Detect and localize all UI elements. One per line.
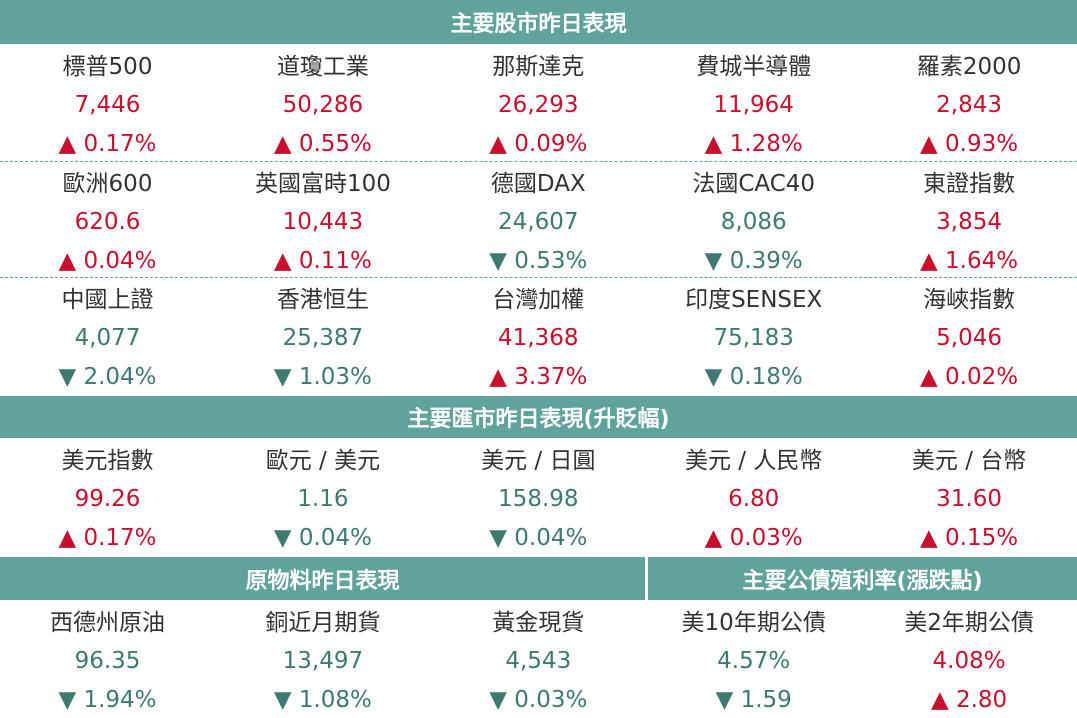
item-name: 德國DAX [490, 171, 586, 197]
row-separator [0, 277, 1077, 278]
item-value: 2,843 [936, 92, 1003, 118]
item-value: 11,964 [713, 92, 794, 118]
item-change: ▲ 0.15% [920, 525, 1019, 551]
item-value: 50,286 [282, 92, 364, 118]
item-name: 美10年期公債 [681, 610, 826, 636]
item-change: ▼ 2.04% [58, 364, 157, 390]
item-change: ▼ 1.59 [715, 687, 792, 713]
item-value: 75,183 [713, 325, 794, 351]
item-value: 4,077 [74, 325, 141, 351]
item-value: 4.08% [932, 648, 1006, 674]
item-value: 4.57% [717, 648, 791, 674]
item-value: 158.98 [498, 486, 579, 512]
item-value: 4,543 [505, 648, 572, 674]
item-change: ▼ 0.39% [704, 248, 803, 274]
item-change: ▼ 0.04% [273, 525, 372, 551]
item-name: 那斯達克 [492, 54, 585, 80]
item-change: ▲ 0.11% [273, 248, 372, 274]
item-value: 6.80 [728, 486, 780, 512]
section-header: 主要匯市昨日表現(升貶幅) [0, 396, 1077, 438]
item-change: ▲ 1.64% [920, 248, 1019, 274]
item-value: 10,443 [282, 209, 364, 235]
item-change: ▲ 3.37% [489, 364, 588, 390]
item-change: ▼ 0.04% [489, 525, 588, 551]
item-name: 費城半導體 [696, 54, 812, 80]
item-name: 歐元 / 美元 [265, 448, 381, 474]
section-header: 原物料昨日表現 [0, 557, 645, 600]
item-value: 13,497 [282, 648, 364, 674]
item-name: 中國上證 [61, 287, 154, 313]
item-change: ▲ 0.04% [58, 248, 157, 274]
item-name: 台灣加權 [492, 287, 585, 313]
item-change: ▲ 0.17% [58, 525, 157, 551]
item-value: 26,293 [498, 92, 579, 118]
item-name: 英國富時100 [254, 171, 391, 197]
item-name: 香港恒生 [276, 287, 369, 313]
item-change: ▼ 1.08% [273, 687, 372, 713]
item-name: 美元 / 台幣 [911, 448, 1027, 474]
item-value: 5,046 [936, 325, 1003, 351]
item-name: 東證指數 [923, 171, 1016, 197]
item-name: 海峽指數 [923, 287, 1016, 313]
item-change: ▼ 1.03% [273, 364, 372, 390]
item-value: 1.16 [297, 486, 349, 512]
item-change: ▲ 1.28% [704, 131, 803, 157]
item-value: 96.35 [74, 648, 141, 674]
item-value: 25,387 [282, 325, 364, 351]
item-value: 31.60 [936, 486, 1003, 512]
item-name: 法國CAC40 [692, 171, 816, 197]
item-change: ▲ 0.93% [920, 131, 1019, 157]
section-header: 主要股市昨日表現 [0, 0, 1077, 44]
item-change: ▲ 0.09% [489, 131, 588, 157]
section-header: 主要公債殖利率(漲跌點) [648, 557, 1077, 600]
item-name: 印度SENSEX [685, 287, 823, 313]
item-name: 美元 / 日圓 [481, 448, 596, 474]
item-change: ▲ 2.80 [930, 687, 1008, 713]
item-value: 620.6 [74, 209, 141, 235]
item-name: 美元 / 人民幣 [685, 448, 823, 474]
item-name: 美元指數 [61, 448, 154, 474]
item-name: 標普500 [62, 54, 153, 80]
row-separator [0, 161, 1077, 162]
item-value: 8,086 [720, 209, 787, 235]
item-name: 銅近月期貨 [265, 610, 381, 636]
item-name: 西德州原油 [50, 610, 165, 636]
item-name: 美2年期公債 [904, 610, 1034, 636]
item-change: ▼ 0.18% [704, 364, 803, 390]
item-value: 41,368 [498, 325, 579, 351]
item-change: ▲ 0.55% [273, 131, 372, 157]
item-change: ▲ 0.03% [704, 525, 803, 551]
item-change: ▼ 1.94% [58, 687, 157, 713]
item-value: 7,446 [74, 92, 141, 118]
item-value: 99.26 [74, 486, 141, 512]
item-name: 羅素2000 [916, 54, 1022, 80]
item-change: ▲ 0.02% [920, 364, 1019, 390]
item-value: 3,854 [936, 209, 1003, 235]
item-change: ▼ 0.53% [489, 248, 588, 274]
item-name: 道瓊工業 [276, 54, 369, 80]
item-change: ▼ 0.03% [489, 687, 588, 713]
item-change: ▲ 0.17% [58, 131, 157, 157]
item-name: 黃金現貨 [492, 610, 585, 636]
item-name: 歐洲600 [62, 171, 153, 197]
item-value: 24,607 [498, 209, 579, 235]
